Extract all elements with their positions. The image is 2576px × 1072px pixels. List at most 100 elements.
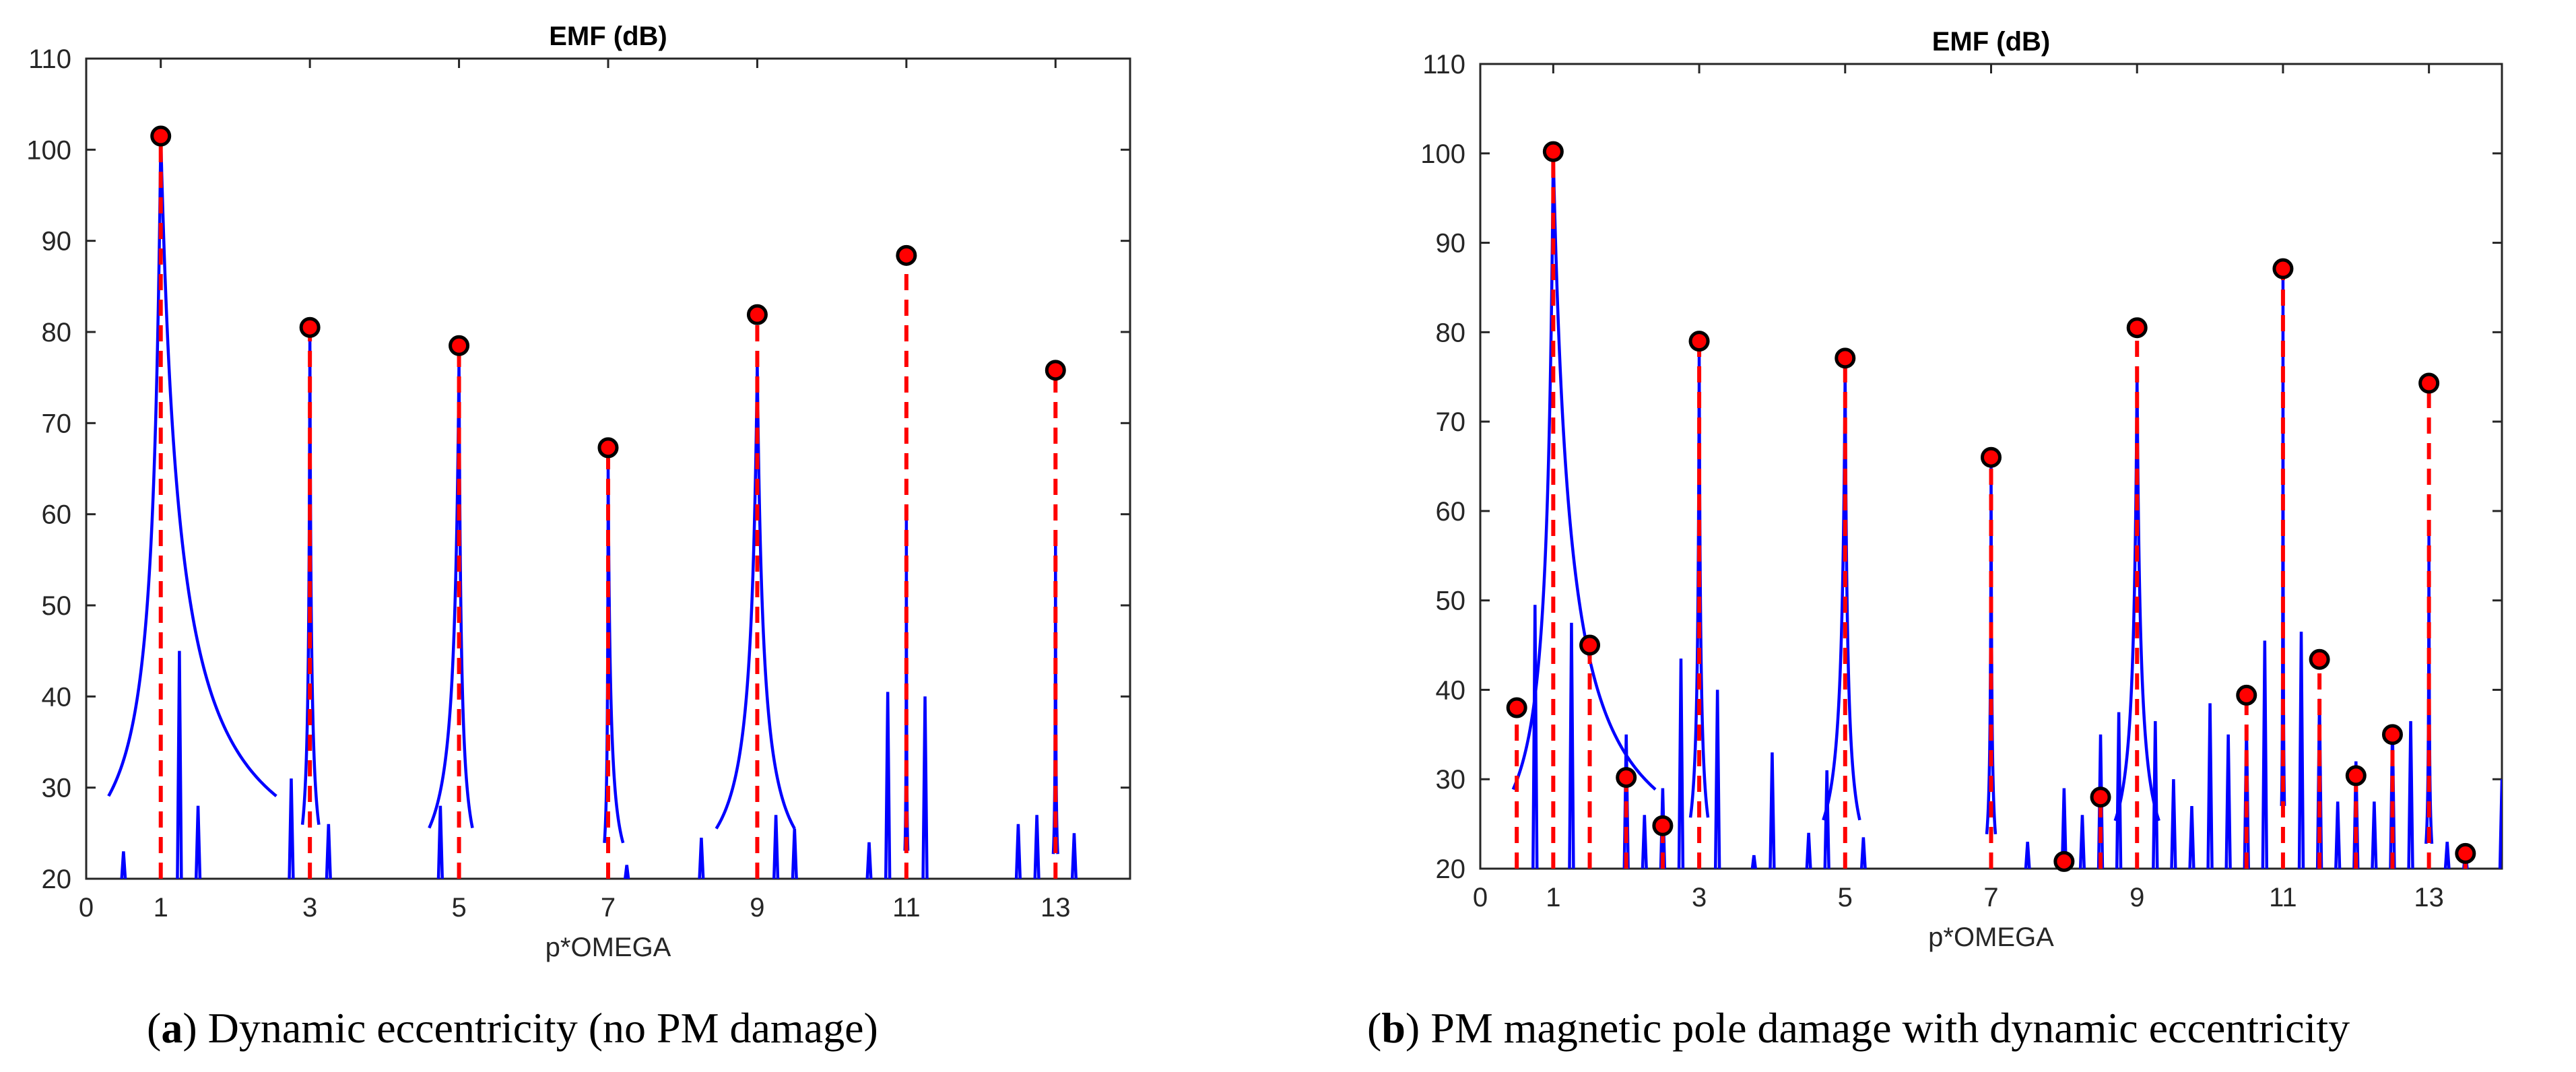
emf-spike bbox=[1713, 690, 1721, 869]
harmonic-marker bbox=[2309, 648, 2330, 670]
caption-a-text: Dynamic eccentricity (no PM damage) bbox=[207, 1004, 878, 1052]
emf-spike bbox=[2152, 721, 2159, 869]
y-tick-label: 70 bbox=[1436, 407, 1466, 437]
y-tick-label: 20 bbox=[1436, 855, 1466, 884]
y-tick-label: 70 bbox=[42, 409, 72, 438]
x-tick-label: 5 bbox=[1838, 883, 1853, 912]
emf-spike bbox=[2261, 640, 2269, 869]
emf-spike bbox=[2297, 632, 2305, 869]
emf-spike bbox=[1769, 752, 1776, 869]
series-group bbox=[1511, 153, 2502, 869]
emf-spike bbox=[1641, 815, 1648, 869]
harmonic-marker bbox=[150, 125, 172, 147]
x-tick-label: 9 bbox=[2129, 883, 2144, 912]
x-tick-label: 9 bbox=[750, 893, 764, 923]
harmonic-marker bbox=[1045, 360, 1066, 381]
y-tick-label: 60 bbox=[42, 500, 72, 530]
emf-spike bbox=[2443, 842, 2451, 869]
harmonic-marker bbox=[1542, 141, 1564, 162]
x-tick-label: 0 bbox=[1473, 883, 1488, 912]
emf-spike bbox=[325, 824, 332, 879]
emf-spike bbox=[1568, 622, 1575, 869]
emf-spike bbox=[2206, 703, 2214, 869]
x-tick-label: 5 bbox=[451, 893, 466, 923]
emf-spike bbox=[194, 805, 202, 879]
emf-spike bbox=[1659, 788, 1667, 869]
x-tick-label: 3 bbox=[302, 893, 317, 923]
chart-title: EMF (dB) bbox=[1932, 27, 2051, 57]
emf-spike bbox=[865, 842, 873, 879]
emf-spike bbox=[1750, 855, 1758, 869]
y-tick-label: 110 bbox=[28, 44, 71, 74]
emf-spike bbox=[2334, 801, 2342, 869]
emf-spike bbox=[2389, 725, 2396, 869]
y-tick-label: 100 bbox=[1420, 139, 1465, 169]
emf-spike bbox=[921, 696, 929, 879]
emf-spike bbox=[1014, 824, 1022, 879]
x-tick-label: 1 bbox=[154, 893, 168, 923]
caption-b-text: PM magnetic pole damage with dynamic ecc… bbox=[1430, 1004, 2350, 1052]
x-tick-label: 0 bbox=[79, 893, 94, 923]
y-tick-label: 50 bbox=[1436, 587, 1466, 616]
harmonic-marker bbox=[299, 316, 321, 338]
y-tick-label: 80 bbox=[42, 318, 72, 347]
y-tick-label: 90 bbox=[1436, 229, 1466, 259]
harmonic-marker bbox=[2418, 372, 2440, 394]
caption-b-letter: b bbox=[1381, 1004, 1406, 1052]
emf-spike bbox=[2060, 788, 2068, 869]
y-tick-label: 40 bbox=[1436, 675, 1466, 705]
harmonic-marker bbox=[2345, 765, 2367, 786]
y-tick-label: 60 bbox=[1436, 497, 1466, 527]
harmonic-marker bbox=[1579, 634, 1601, 656]
emf-spike bbox=[1823, 770, 1830, 869]
emf-spike bbox=[2188, 805, 2195, 869]
y-tick-label: 50 bbox=[42, 591, 72, 621]
emf-spike bbox=[1033, 815, 1041, 879]
emf-spike bbox=[2224, 734, 2232, 869]
y-tick-label: 80 bbox=[1436, 318, 1466, 347]
emf-spike bbox=[2096, 734, 2105, 869]
emf-spike bbox=[2078, 815, 2086, 869]
harmonic-marker bbox=[2236, 684, 2257, 706]
harmonic-marker bbox=[1981, 446, 2002, 468]
emf-spike bbox=[120, 851, 127, 879]
y-tick-label: 20 bbox=[42, 865, 72, 894]
emf-spike bbox=[1805, 832, 1812, 869]
x-tick-label: 7 bbox=[1983, 883, 1998, 912]
y-tick-label: 30 bbox=[1436, 765, 1466, 795]
x-tick-label: 3 bbox=[1692, 883, 1707, 912]
emf-spike bbox=[1677, 658, 1685, 869]
emf-spike bbox=[2024, 842, 2031, 869]
harmonic-marker bbox=[896, 244, 917, 266]
emf-spike bbox=[1531, 605, 1539, 869]
emf-peak bbox=[1822, 368, 1861, 821]
harmonic-marker bbox=[2272, 258, 2294, 279]
harmonic-marker bbox=[1835, 347, 1856, 369]
y-tick-label: 110 bbox=[1422, 50, 1465, 79]
emf-spike bbox=[884, 692, 892, 879]
harmonic-marker bbox=[1652, 815, 1674, 836]
harmonic-marker bbox=[2126, 317, 2148, 339]
harmonic-marker bbox=[2381, 724, 2403, 745]
series-group bbox=[107, 135, 1078, 879]
caption-b: (b) PM magnetic pole damage with dynamic… bbox=[1367, 1004, 2350, 1052]
emf-spike bbox=[772, 815, 780, 879]
harmonic-marker bbox=[746, 304, 768, 325]
x-tick-label: 7 bbox=[601, 893, 616, 923]
emf-spike bbox=[791, 828, 798, 879]
harmonic-marker bbox=[2455, 842, 2476, 864]
x-tick-label: 13 bbox=[2414, 883, 2444, 912]
emf-spike bbox=[624, 865, 630, 879]
emf-spike bbox=[1622, 734, 1630, 869]
caption-a: (a) Dynamic eccentricity (no PM damage) bbox=[147, 1004, 878, 1052]
x-tick-label: 1 bbox=[1546, 883, 1560, 912]
y-tick-label: 100 bbox=[26, 135, 71, 165]
harmonic-marker bbox=[2090, 786, 2111, 808]
emf-peak bbox=[428, 359, 474, 829]
harmonic-marker bbox=[449, 335, 470, 356]
emf-spike bbox=[288, 778, 295, 879]
harmonic-marker bbox=[597, 437, 619, 459]
